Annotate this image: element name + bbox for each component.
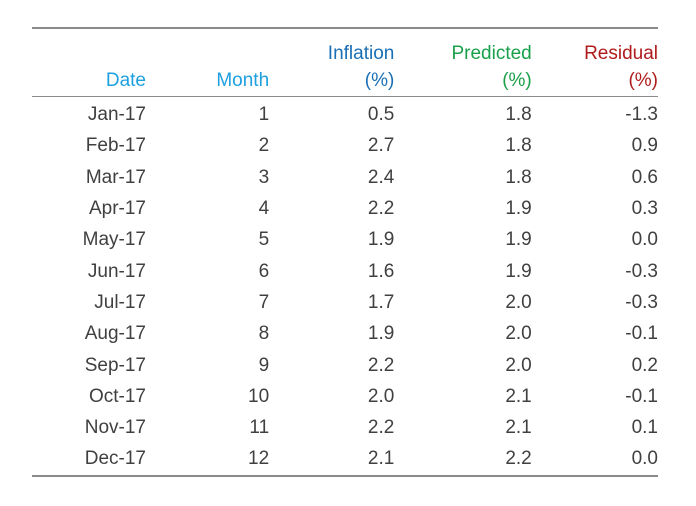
cell-date: Oct-17 [88, 385, 146, 407]
header-inflation-line2: (%) [364, 70, 395, 91]
header-month: Month [146, 29, 269, 97]
cell-inflation: 2.4 [367, 166, 395, 188]
cell-month: 11 [249, 417, 270, 439]
table-top-rule [32, 27, 658, 29]
cell-predicted: 1.8 [505, 166, 532, 188]
header-date-line2: Date [105, 70, 146, 91]
cell-predicted: 2.0 [505, 323, 532, 345]
cell-inflation: 1.9 [367, 229, 395, 251]
cell-date: Sep-17 [84, 354, 146, 376]
table-bottom-rule [32, 474, 658, 477]
header-inflation-line1: Inflation [327, 43, 395, 64]
table-row: Nov-17 11 2.2 2.1 0.1 [32, 412, 658, 443]
table-row: Feb-17 2 2.7 1.8 0.9 [32, 130, 658, 161]
cell-month: 12 [248, 448, 270, 470]
cell-residual: 0.2 [631, 354, 658, 376]
cell-month: 2 [258, 135, 270, 157]
cell-residual: -0.1 [625, 385, 658, 407]
table-row: Aug-17 8 1.9 2.0 -0.1 [32, 318, 658, 349]
cell-predicted: 2.1 [505, 417, 532, 439]
table-row: Sep-17 9 2.2 2.0 0.2 [32, 349, 658, 380]
header-residual-line1: Residual [584, 43, 658, 64]
cell-month: 7 [258, 291, 270, 313]
cell-residual: -1.3 [625, 104, 658, 126]
cell-residual: 0.3 [631, 198, 658, 220]
cell-date: Feb-17 [85, 135, 146, 157]
cell-residual: 0.0 [631, 448, 658, 470]
cell-date: Mar-17 [85, 166, 146, 188]
cell-month: 8 [258, 323, 270, 345]
table-row: Jan-17 1 0.5 1.8 -1.3 [32, 97, 658, 130]
cell-residual: -0.3 [625, 291, 658, 313]
cell-date: Jun-17 [87, 260, 146, 282]
inflation-table: Date Month Inflation (%) Predicted (%) R… [32, 29, 658, 475]
table-row: Mar-17 3 2.4 1.8 0.6 [32, 162, 658, 193]
header-rule [32, 96, 658, 97]
cell-inflation: 2.2 [367, 417, 395, 439]
cell-month: 10 [248, 385, 270, 407]
cell-inflation: 2.2 [367, 198, 395, 220]
cell-predicted: 1.8 [505, 104, 532, 126]
table-row: Jul-17 7 1.7 2.0 -0.3 [32, 287, 658, 318]
cell-inflation: 1.6 [367, 260, 395, 282]
cell-inflation: 2.0 [367, 385, 395, 407]
header-residual: Residual (%) [532, 29, 658, 97]
cell-month: 6 [258, 260, 270, 282]
cell-date: Nov-17 [84, 417, 146, 439]
cell-predicted: 1.8 [505, 135, 532, 157]
cell-residual: -0.3 [625, 260, 658, 282]
cell-predicted: 2.1 [505, 385, 532, 407]
cell-inflation: 2.1 [367, 448, 395, 470]
cell-inflation: 0.5 [367, 104, 395, 126]
data-table: Date Month Inflation (%) Predicted (%) R… [32, 27, 658, 477]
table-body: Jan-17 1 0.5 1.8 -1.3 Feb-17 2 2.7 1.8 0.9 Mar-17 3… [32, 97, 658, 475]
table-row: Oct-17 10 2.0 2.1 -0.1 [32, 381, 658, 412]
cell-month: 9 [258, 354, 270, 376]
cell-residual: -0.1 [625, 323, 658, 345]
cell-date: Apr-17 [88, 198, 146, 220]
cell-inflation: 2.2 [367, 354, 395, 376]
cell-inflation: 2.7 [367, 135, 395, 157]
table-header: Date Month Inflation (%) Predicted (%) R… [32, 29, 658, 97]
cell-inflation: 1.9 [367, 323, 395, 345]
cell-month: 1 [258, 104, 270, 126]
header-month-line2: Month [216, 70, 270, 91]
cell-date: Dec-17 [84, 448, 146, 470]
cell-residual: 0.9 [631, 135, 658, 157]
header-predicted-line2: (%) [502, 70, 532, 91]
table-row: Apr-17 4 2.2 1.9 0.3 [32, 193, 658, 224]
header-predicted: Predicted (%) [394, 29, 531, 97]
table-row: Jun-17 6 1.6 1.9 -0.3 [32, 255, 658, 286]
cell-predicted: 1.9 [505, 198, 532, 220]
cell-predicted: 1.9 [505, 229, 532, 251]
table-row: Dec-17 12 2.1 2.2 0.0 [32, 443, 658, 474]
header-residual-line2: (%) [628, 70, 658, 91]
cell-residual: 0.0 [631, 229, 658, 251]
header-predicted-line1: Predicted [451, 43, 532, 64]
cell-predicted: 2.0 [505, 354, 532, 376]
cell-predicted: 1.9 [505, 260, 532, 282]
header-inflation: Inflation (%) [269, 29, 395, 97]
cell-month: 5 [258, 229, 270, 251]
cell-residual: 0.6 [631, 166, 658, 188]
cell-predicted: 2.0 [505, 291, 532, 313]
cell-date: Jul-17 [94, 291, 146, 313]
cell-date: Jan-17 [87, 104, 146, 126]
cell-month: 4 [258, 198, 270, 220]
cell-month: 3 [258, 166, 270, 188]
cell-date: Aug-17 [84, 323, 146, 345]
cell-inflation: 1.7 [367, 291, 395, 313]
cell-predicted: 2.2 [505, 448, 532, 470]
cell-date: May-17 [82, 229, 146, 251]
header-date: Date [32, 29, 146, 97]
cell-residual: 0.1 [631, 417, 658, 439]
header-row: Date Month Inflation (%) Predicted (%) R… [32, 29, 658, 97]
table-row: May-17 5 1.9 1.9 0.0 [32, 224, 658, 255]
